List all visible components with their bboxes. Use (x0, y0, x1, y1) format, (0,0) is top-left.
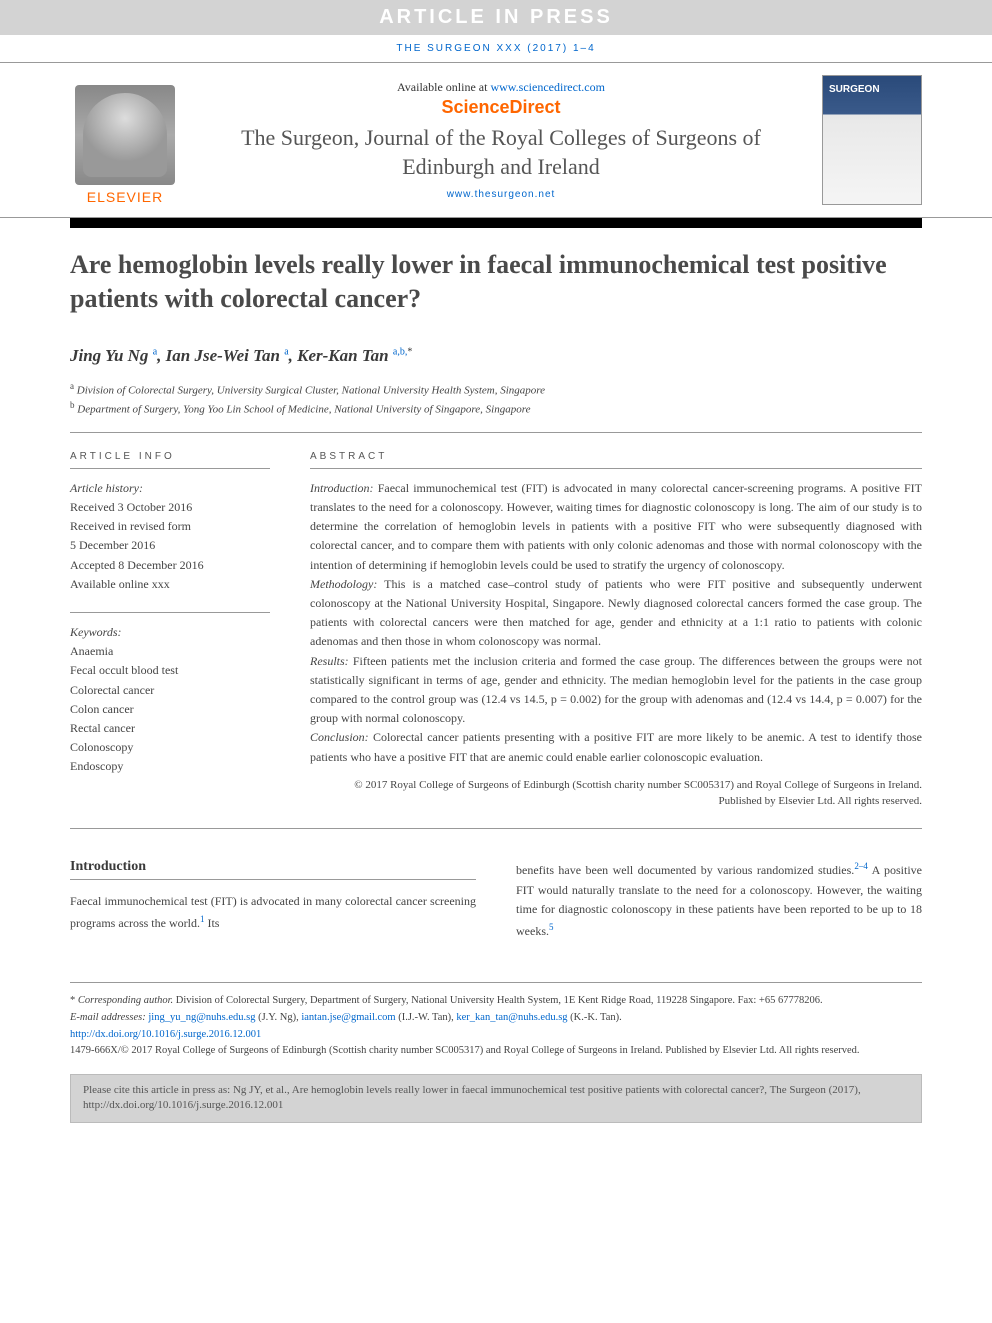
article-title: Are hemoglobin levels really lower in fa… (70, 248, 922, 316)
keyword-line: Fecal occult blood test (70, 661, 270, 680)
intro-heading: Introduction (70, 859, 476, 880)
elsevier-text: ELSEVIER (87, 189, 163, 205)
keyword-line: Colorectal cancer (70, 681, 270, 700)
journal-reference: THE SURGEON XXX (2017) 1–4 (0, 35, 992, 62)
history-line: Received in revised form (70, 517, 270, 536)
keywords-label: Keywords: (70, 623, 270, 642)
history-line: Available online xxx (70, 575, 270, 594)
abstract-copyright: © 2017 Royal College of Surgeons of Edin… (310, 777, 922, 810)
article-info-column: ARTICLE INFO Article history: Received 3… (70, 451, 270, 810)
intro-text-col2: benefits have been well documented by va… (516, 859, 922, 942)
article-info-heading: ARTICLE INFO (70, 451, 270, 469)
affiliation-line: a Division of Colorectal Surgery, Univer… (70, 380, 922, 399)
sciencedirect-link[interactable]: www.sciencedirect.com (490, 80, 605, 94)
history-line: Accepted 8 December 2016 (70, 556, 270, 575)
article-history-block: Article history: Received 3 October 2016… (70, 479, 270, 594)
affiliation-line: b Department of Surgery, Yong Yoo Lin Sc… (70, 399, 922, 418)
black-divider (70, 218, 922, 228)
affiliations: a Division of Colorectal Surgery, Univer… (70, 380, 922, 433)
keywords-block: Keywords: AnaemiaFecal occult blood test… (70, 612, 270, 777)
footnotes: * Corresponding author. Division of Colo… (70, 982, 922, 1060)
header-section: ELSEVIER Available online at www.science… (0, 62, 992, 218)
intro-text-col1: Faecal immunochemical test (FIT) is advo… (70, 892, 476, 934)
available-text: Available online at (397, 80, 490, 94)
history-line: Received 3 October 2016 (70, 498, 270, 517)
keyword-line: Endoscopy (70, 757, 270, 776)
authors: Jing Yu Ng a, Ian Jse-Wei Tan a, Ker-Kan… (70, 346, 922, 366)
email-addresses: E-mail addresses: jing_yu_ng@nuhs.edu.sg… (70, 1010, 922, 1027)
corresponding-author: * Corresponding author. Division of Colo… (70, 993, 922, 1010)
abstract-section: Introduction: Faecal immunochemical test… (310, 479, 922, 575)
history-label: Article history: (70, 479, 270, 498)
keyword-line: Colon cancer (70, 700, 270, 719)
body-col-right: benefits have been well documented by va… (516, 859, 922, 942)
elsevier-logo: ELSEVIER (70, 75, 180, 205)
doi-link[interactable]: http://dx.doi.org/10.1016/j.surge.2016.1… (70, 1029, 261, 1040)
abstract-heading: ABSTRACT (310, 451, 922, 469)
abstract-column: ABSTRACT Introduction: Faecal immunochem… (310, 451, 922, 810)
journal-title: The Surgeon, Journal of the Royal Colleg… (200, 124, 802, 181)
article-in-press-banner: ARTICLE IN PRESS (0, 0, 992, 35)
cite-box: Please cite this article in press as: Ng… (70, 1074, 922, 1123)
sciencedirect-logo: ScienceDirect (200, 97, 802, 118)
keyword-line: Anaemia (70, 642, 270, 661)
keyword-line: Rectal cancer (70, 719, 270, 738)
abstract-section: Conclusion: Colorectal cancer patients p… (310, 728, 922, 766)
journal-url[interactable]: www.thesurgeon.net (200, 189, 802, 200)
emails-label: E-mail addresses: (70, 1012, 146, 1023)
abstract-text: Introduction: Faecal immunochemical test… (310, 479, 922, 767)
keyword-line: Colonoscopy (70, 738, 270, 757)
available-online: Available online at www.sciencedirect.co… (200, 80, 802, 95)
elsevier-tree-icon (75, 85, 175, 185)
header-center: Available online at www.sciencedirect.co… (200, 80, 802, 200)
abstract-section: Results: Fifteen patients met the inclus… (310, 652, 922, 729)
body-col-left: Introduction Faecal immunochemical test … (70, 859, 476, 942)
emails-list: jing_yu_ng@nuhs.edu.sg (J.Y. Ng), iantan… (148, 1012, 621, 1023)
body-columns: Introduction Faecal immunochemical test … (70, 859, 922, 942)
issn-copyright: 1479-666X/© 2017 Royal College of Surgeo… (70, 1043, 922, 1060)
history-line: 5 December 2016 (70, 536, 270, 555)
abstract-section: Methodology: This is a matched case–cont… (310, 575, 922, 652)
journal-cover-thumbnail (822, 75, 922, 205)
